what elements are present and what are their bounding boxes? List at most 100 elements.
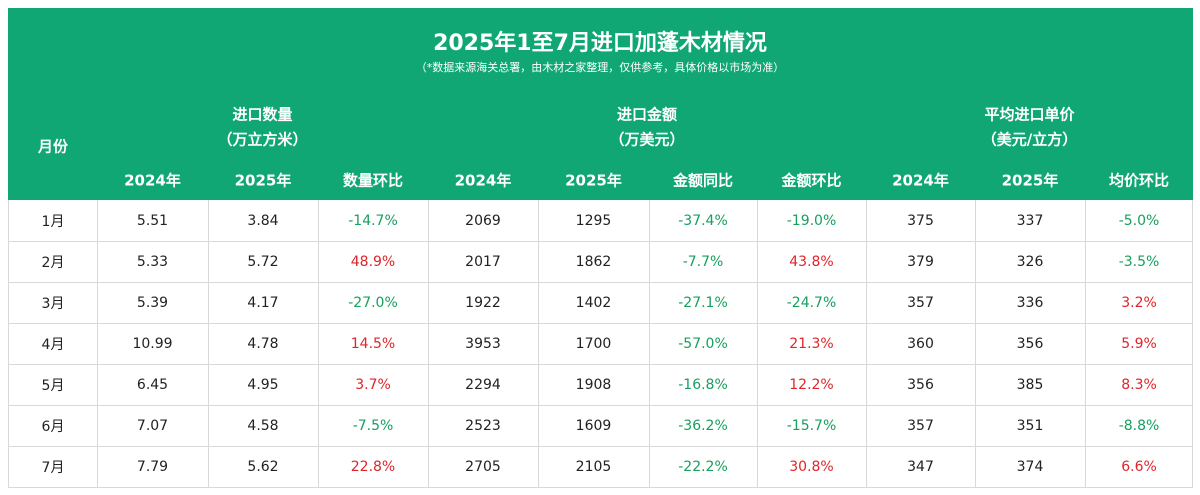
- value-cell: 1295: [575, 212, 612, 229]
- column-header: 金额环比: [781, 171, 842, 190]
- row-border: [8, 282, 1193, 283]
- value-cell: 351: [1016, 417, 1044, 434]
- value-cell: 5.9%: [1121, 335, 1157, 352]
- value-cell: 30.8%: [789, 458, 834, 475]
- value-cell: 12.2%: [789, 376, 834, 393]
- month-cell: 2月: [41, 254, 65, 271]
- column-header: 2024年: [454, 171, 512, 190]
- column-border: [97, 200, 98, 487]
- group-unit: （万美元）: [609, 130, 685, 149]
- row-border: [8, 241, 1193, 242]
- value-cell: 8.3%: [1121, 376, 1157, 393]
- value-cell: 4.17: [247, 294, 279, 311]
- title: 2025年1至7月进口加蓬木材情况: [433, 31, 767, 56]
- column-border: [649, 200, 650, 487]
- column-header: 数量环比: [342, 171, 404, 190]
- value-cell: 22.8%: [350, 458, 396, 475]
- value-cell: 1922: [465, 294, 501, 311]
- column-header: 均价环比: [1108, 171, 1170, 190]
- value-cell: 2017: [465, 253, 501, 270]
- value-cell: 379: [907, 253, 934, 270]
- month-cell: 4月: [41, 336, 65, 353]
- value-cell: 3953: [465, 335, 501, 352]
- value-cell: 4.58: [247, 417, 279, 434]
- value-cell: 5.62: [247, 458, 279, 475]
- value-cell: 2294: [465, 376, 501, 393]
- value-cell: -19.0%: [786, 212, 837, 229]
- value-cell: -8.8%: [1118, 417, 1160, 434]
- column-header: 2024年: [892, 171, 949, 190]
- row-border: [8, 364, 1193, 365]
- value-cell: -7.7%: [682, 253, 724, 270]
- value-cell: -3.5%: [1118, 253, 1160, 270]
- value-cell: 10.99: [132, 335, 173, 352]
- value-cell: 2523: [465, 417, 501, 434]
- value-cell: 1609: [575, 417, 612, 434]
- value-cell: 375: [907, 212, 934, 229]
- value-cell: 5.72: [247, 253, 279, 270]
- value-cell: 1862: [575, 253, 612, 270]
- group-unit: （万立方米）: [217, 130, 308, 149]
- column-header: 2025年: [565, 171, 622, 190]
- value-cell: 5.39: [136, 294, 169, 311]
- value-cell: 5.33: [136, 253, 169, 270]
- value-cell: -16.8%: [678, 376, 728, 393]
- value-cell: 14.5%: [350, 335, 396, 352]
- column-border: [208, 200, 209, 487]
- group-label: 平均进口单价: [984, 105, 1075, 124]
- value-cell: 7.79: [136, 458, 169, 475]
- value-cell: 374: [1016, 458, 1044, 475]
- value-cell: 1700: [575, 335, 612, 352]
- value-cell: 2069: [465, 212, 501, 229]
- month-cell: 6月: [41, 418, 65, 435]
- row-border: [8, 405, 1193, 406]
- group-label: 进口金额: [616, 105, 678, 124]
- value-cell: 357: [907, 294, 934, 311]
- column-border: [8, 200, 9, 487]
- column-border: [1192, 200, 1193, 487]
- column-border: [538, 200, 539, 487]
- subtitle: （*数据来源海关总署，由木材之家整理，仅供参考，具体价格以市场为准）: [415, 61, 785, 74]
- table-header: 2025年1至7月进口加蓬木材情况 （*数据来源海关总署，由木材之家整理，仅供参…: [8, 8, 1193, 200]
- column-header: 金额同比: [672, 171, 734, 190]
- value-cell: 2705: [465, 458, 501, 475]
- value-cell: -5.0%: [1118, 212, 1160, 229]
- value-cell: 2105: [575, 458, 612, 475]
- column-header: 2024年: [124, 171, 181, 190]
- column-border: [428, 200, 429, 487]
- column-border: [1085, 200, 1086, 487]
- value-cell: -15.7%: [786, 417, 837, 434]
- value-cell: 360: [907, 335, 934, 352]
- value-cell: 357: [907, 417, 934, 434]
- row-border: [8, 323, 1193, 324]
- group-label: 进口数量: [232, 105, 293, 124]
- row-border: [8, 446, 1193, 447]
- value-cell: 6.45: [136, 376, 169, 393]
- column-border: [757, 200, 758, 487]
- value-cell: 356: [1016, 335, 1044, 352]
- value-cell: 1908: [575, 376, 612, 393]
- value-cell: 4.95: [247, 376, 279, 393]
- value-cell: -27.0%: [348, 294, 398, 311]
- value-cell: -37.4%: [678, 212, 728, 229]
- value-cell: 356: [907, 376, 934, 393]
- month-cell: 7月: [41, 459, 65, 476]
- value-cell: 3.7%: [355, 376, 391, 393]
- row-border: [8, 487, 1193, 488]
- value-cell: 337: [1016, 212, 1044, 229]
- value-cell: -7.5%: [352, 417, 394, 434]
- month-header: 月份: [37, 137, 69, 156]
- column-border: [866, 200, 867, 487]
- value-cell: 5.51: [136, 212, 169, 229]
- value-cell: -36.2%: [678, 417, 728, 434]
- value-cell: 4.78: [247, 335, 279, 352]
- value-cell: 1402: [575, 294, 612, 311]
- group-unit: （美元/立方）: [981, 130, 1078, 149]
- value-cell: 48.9%: [350, 253, 396, 270]
- table: 2025年1至7月进口加蓬木材情况 （*数据来源海关总署，由木材之家整理，仅供参…: [8, 8, 1193, 488]
- column-header: 2025年: [1001, 171, 1059, 190]
- month-cell: 5月: [41, 377, 65, 394]
- value-cell: 21.3%: [789, 335, 834, 352]
- month-cell: 3月: [41, 295, 65, 312]
